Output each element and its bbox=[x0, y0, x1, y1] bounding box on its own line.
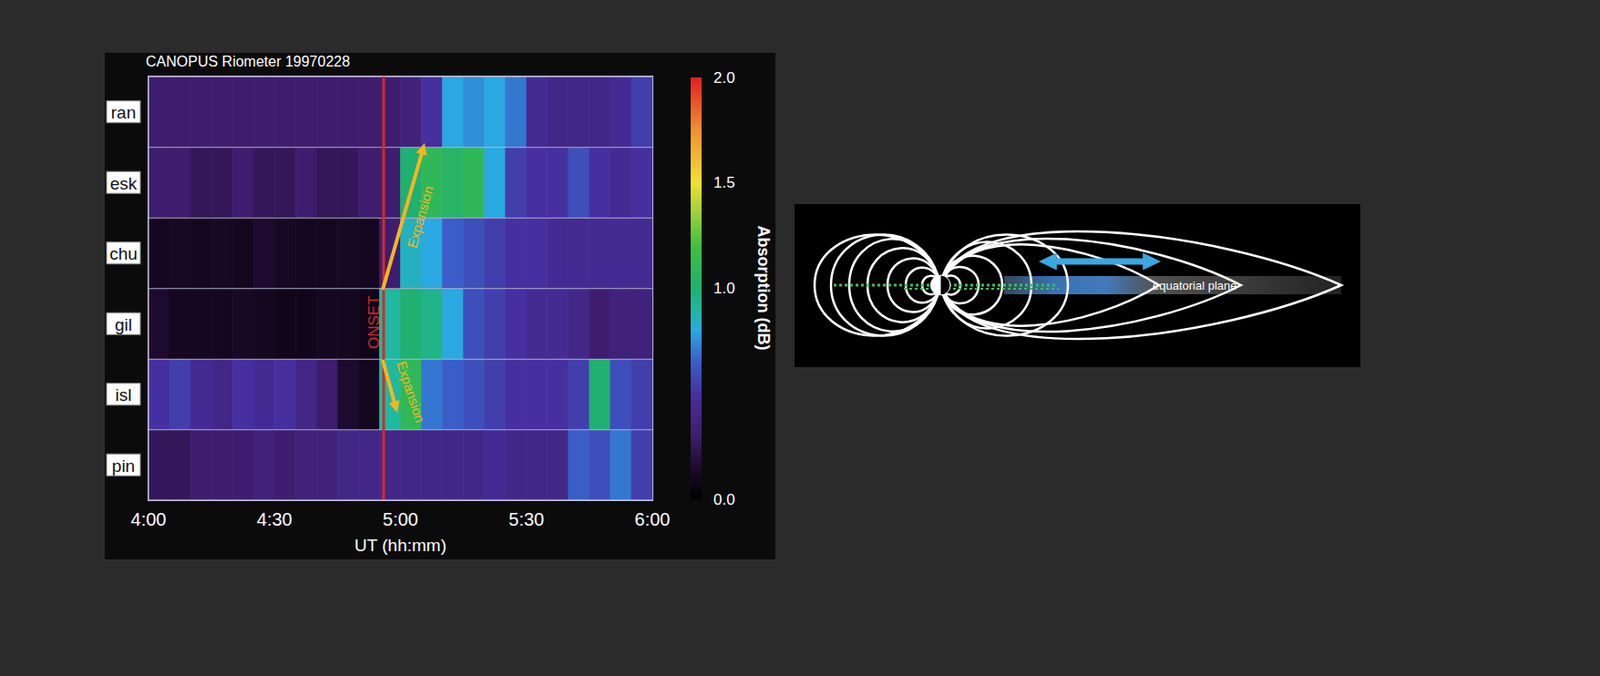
svg-text:6:00: 6:00 bbox=[635, 509, 671, 530]
svg-text:pin: pin bbox=[112, 456, 135, 476]
svg-text:chu: chu bbox=[109, 244, 138, 264]
svg-text:5:30: 5:30 bbox=[508, 509, 544, 530]
svg-text:1.5: 1.5 bbox=[713, 174, 736, 192]
svg-text:gil: gil bbox=[114, 315, 133, 335]
svg-text:2.0: 2.0 bbox=[713, 69, 736, 87]
svg-text:UT (hh:mm): UT (hh:mm) bbox=[354, 535, 447, 555]
svg-text:4:30: 4:30 bbox=[256, 509, 293, 530]
svg-text:equatorial plane: equatorial plane bbox=[1152, 278, 1238, 293]
svg-text:0.0: 0.0 bbox=[713, 491, 736, 509]
svg-text:ONSET: ONSET bbox=[365, 295, 383, 349]
svg-text:Expansion: Expansion bbox=[403, 184, 437, 250]
svg-text:Absorption (dB): Absorption (dB) bbox=[754, 225, 773, 351]
svg-text:5:00: 5:00 bbox=[382, 509, 419, 530]
svg-text:1.0: 1.0 bbox=[713, 279, 736, 298]
svg-text:isl: isl bbox=[115, 385, 133, 405]
svg-text:ran: ran bbox=[111, 102, 136, 123]
svg-text:esk: esk bbox=[110, 174, 138, 194]
html-text:CANOPUS Riometer 19970228: CANOPUS Riometer 19970228 bbox=[145, 53, 350, 70]
svg-text:Expansion: Expansion bbox=[393, 358, 429, 425]
svg-text:4:00: 4:00 bbox=[131, 509, 167, 530]
